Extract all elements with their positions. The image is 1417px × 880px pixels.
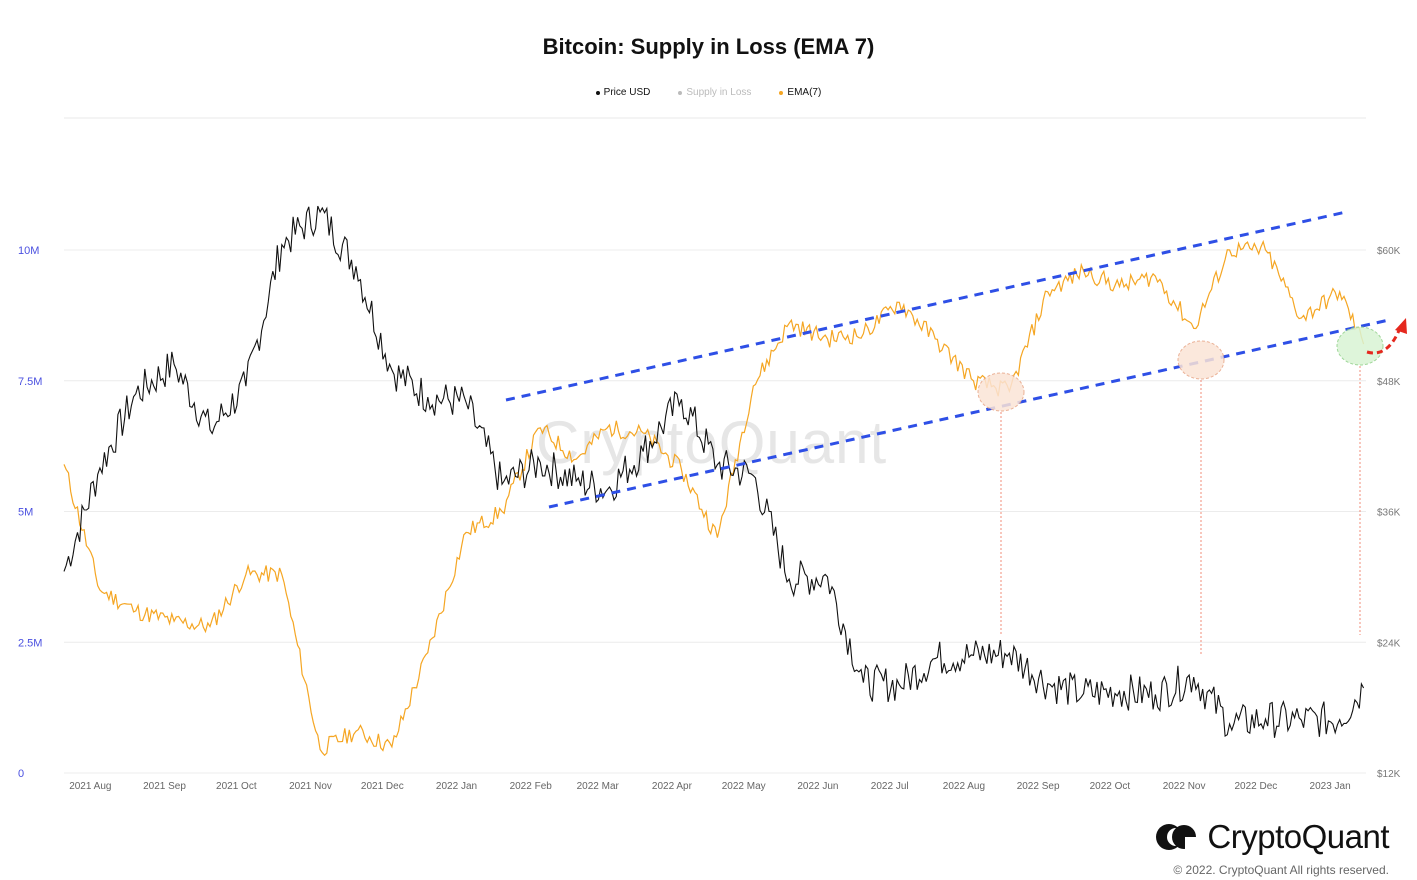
y-right-tick-label: $36K	[1377, 508, 1401, 519]
brand: CryptoQuant	[1155, 818, 1389, 856]
legend-label-supply: Supply in Loss	[686, 87, 752, 98]
x-tick-label: 2022 Jan	[436, 781, 477, 792]
trend-channel-upper	[505, 210, 1347, 402]
legend-dot-ema-icon	[779, 90, 784, 95]
x-tick-label: 2022 May	[722, 781, 766, 792]
highlight-circle-aug	[977, 372, 1025, 412]
cryptoquant-logo-icon	[1156, 824, 1197, 850]
y-left-tick-label: 7.5M	[18, 376, 42, 388]
y-right-tick-label: $24K	[1377, 638, 1401, 649]
legend-dot-supply-icon	[678, 90, 683, 95]
x-tick-label: 2022 Nov	[1163, 781, 1206, 792]
x-tick-label: 2022 Dec	[1234, 781, 1277, 792]
x-tick-label: 2022 Sep	[1017, 781, 1060, 792]
y-right-tick-label: $48K	[1377, 377, 1401, 388]
x-tick-label: 2022 Oct	[1090, 781, 1131, 792]
copyright: © 2022. CryptoQuant All rights reserved.	[1173, 863, 1389, 877]
legend-dot-price-icon	[595, 90, 600, 95]
series-price-usd-line	[63, 205, 1365, 738]
x-tick-label: 2021 Sep	[143, 781, 186, 792]
y-right-tick-label: $12K	[1377, 769, 1401, 780]
highlight-circle-nov	[1177, 340, 1225, 380]
x-tick-label: 2023 Jan	[1310, 781, 1351, 792]
x-tick-label: 2022 Aug	[943, 781, 985, 792]
x-tick-label: 2022 Apr	[652, 781, 693, 792]
x-tick-label: 2021 Oct	[216, 781, 257, 792]
legend-label-price: Price USD	[603, 87, 651, 98]
x-tick-label: 2021 Aug	[69, 781, 111, 792]
y-left-tick-label: 10M	[18, 245, 39, 257]
x-tick-label: 2022 Feb	[510, 781, 553, 792]
legend: Price USD Supply in Loss EMA(7)	[0, 87, 1417, 98]
x-tick-label: 2021 Dec	[361, 781, 404, 792]
x-tick-label: 2022 Mar	[577, 781, 620, 792]
rebound-arrow	[1366, 327, 1402, 355]
legend-item-ema[interactable]: EMA(7)	[779, 87, 821, 98]
rebound-arrow-head	[1395, 318, 1407, 334]
y-left-tick-label: 0	[18, 768, 24, 780]
y-right-tick-label: $60K	[1377, 246, 1401, 257]
y-left-tick-label: 2.5M	[18, 637, 42, 649]
highlight-circle-jan	[1336, 326, 1384, 366]
x-tick-label: 2022 Jul	[871, 781, 909, 792]
chart-title: Bitcoin: Supply in Loss (EMA 7)	[542, 34, 875, 59]
legend-label-ema: EMA(7)	[787, 87, 822, 98]
brand-name: CryptoQuant	[1207, 818, 1389, 855]
legend-item-price[interactable]: Price USD	[595, 87, 651, 98]
trend-channel-lower	[548, 318, 1390, 509]
x-tick-label: 2022 Jun	[797, 781, 838, 792]
x-tick-label: 2021 Nov	[289, 781, 332, 792]
y-left-tick-label: 5M	[18, 507, 33, 519]
legend-item-supply[interactable]: Supply in Loss	[678, 87, 751, 98]
series-ema7-line	[63, 239, 1365, 757]
